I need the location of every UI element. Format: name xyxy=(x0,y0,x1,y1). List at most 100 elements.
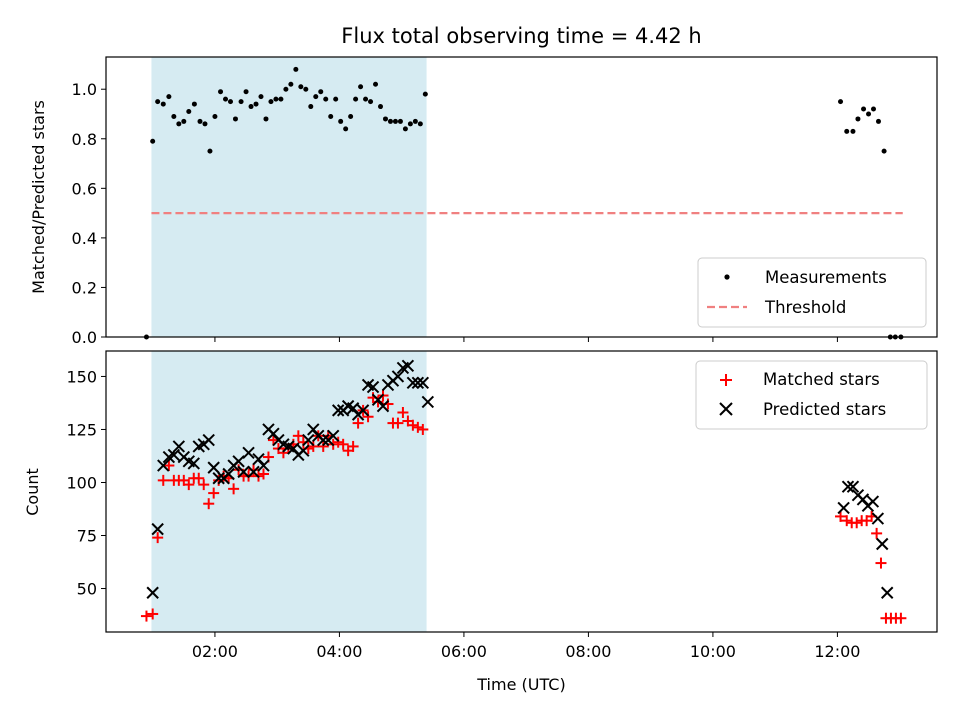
measurement-point xyxy=(176,121,182,127)
measurement-point xyxy=(861,106,867,112)
measurement-point xyxy=(278,96,284,102)
predicted-star-point xyxy=(401,359,415,373)
predicted-star-stroke-b xyxy=(331,404,345,417)
predicted-star-stroke-b xyxy=(282,440,295,453)
measurement-point xyxy=(186,109,192,115)
matched-star-point xyxy=(392,417,404,429)
predicted-star-stroke-b xyxy=(856,493,870,506)
matched-star-point xyxy=(193,472,205,484)
measurement-point xyxy=(402,126,408,132)
top-y-tick-label: 0.8 xyxy=(72,130,97,149)
predicted-star-stroke-b xyxy=(846,480,860,493)
matched-star-point xyxy=(228,483,240,495)
measurement-point xyxy=(253,101,259,107)
matched-star-point xyxy=(147,608,159,620)
measurement-point xyxy=(218,89,224,95)
predicted-star-point xyxy=(257,459,270,472)
measurement-point xyxy=(881,148,887,154)
measurement-point xyxy=(373,81,379,87)
measurement-point xyxy=(343,126,349,132)
predicted-star-point xyxy=(317,433,330,447)
predicted-star-stroke-b xyxy=(212,472,225,485)
predicted-star-stroke-b xyxy=(876,537,889,551)
measurement-point xyxy=(160,101,166,107)
bottom-legend: Matched stars Predicted stars xyxy=(695,360,928,430)
predicted-star-stroke-b xyxy=(222,467,235,481)
predicted-star-stroke-b xyxy=(837,501,850,515)
predicted-star-stroke-b xyxy=(421,395,435,409)
predicted-star-point xyxy=(376,399,390,413)
predicted-star-stroke-b xyxy=(866,495,880,508)
measurement-point xyxy=(238,99,244,105)
predicted-star-stroke-b xyxy=(302,433,315,447)
top-axes: 0.0 0.2 0.4 0.6 0.8 1.0 Matched/Predicted sta… xyxy=(29,56,938,347)
predicted-star-point xyxy=(242,446,255,460)
top-y-tick-label: 0.2 xyxy=(72,278,97,297)
legend-measurements-label: Measurements xyxy=(765,268,887,287)
top-legend-box xyxy=(697,257,927,328)
predicted-star-stroke-b xyxy=(356,404,370,417)
legend-matched-label: Matched stars xyxy=(763,370,880,389)
predicted-star-point xyxy=(237,465,250,479)
matched-star-point xyxy=(875,557,887,569)
matched-star-point xyxy=(352,417,364,429)
predicted-star-point xyxy=(326,429,340,443)
x-tick-label: 08:00 xyxy=(565,642,611,661)
predicted-star-stroke-b xyxy=(287,442,300,455)
measurement-point xyxy=(871,106,877,112)
measurement-point xyxy=(417,121,423,127)
predicted-star-point xyxy=(837,501,850,515)
predicted-star-stroke-b xyxy=(187,457,200,470)
matched-star-point xyxy=(362,411,374,423)
predicted-star-point xyxy=(356,404,370,417)
predicted-star-point xyxy=(187,457,200,470)
matched-star-point xyxy=(397,407,409,419)
measurement-point xyxy=(353,96,359,102)
matched-star-point xyxy=(140,610,152,622)
matched-star-point xyxy=(257,468,269,480)
predicted-star-point xyxy=(232,455,245,468)
top-y-tick-label: 0.6 xyxy=(72,179,97,198)
measurement-point xyxy=(181,118,187,124)
measurement-point xyxy=(202,121,208,127)
predicted-star-stroke-b xyxy=(361,378,375,392)
predicted-star-point xyxy=(880,586,894,599)
predicted-star-point xyxy=(416,376,430,390)
measurement-point xyxy=(298,84,304,90)
predicted-star-stroke-b xyxy=(841,480,855,493)
matched-star-point xyxy=(203,498,215,510)
matched-star-point xyxy=(841,515,853,527)
top-y-tick-label: 1.0 xyxy=(72,80,97,99)
predicted-star-point xyxy=(207,461,220,474)
matched-star-point xyxy=(347,440,359,452)
predicted-star-point xyxy=(146,586,159,599)
measurement-point xyxy=(197,118,203,124)
measurement-point xyxy=(323,96,329,102)
bottom-y-tick-label: 125 xyxy=(66,420,97,439)
legend-threshold-label: Threshold xyxy=(764,298,846,317)
legend-matched-marker xyxy=(720,374,732,386)
measurement-point xyxy=(407,121,413,127)
measurement-point xyxy=(248,104,254,110)
predicted-star-stroke-b xyxy=(366,380,380,394)
bottom-observing-window xyxy=(151,351,427,632)
measurement-point xyxy=(866,111,872,117)
predicted-star-point xyxy=(167,448,181,462)
measurement-point xyxy=(171,113,177,119)
bottom-legend-box xyxy=(695,360,928,430)
measurement-point xyxy=(338,118,344,124)
measurement-point xyxy=(263,116,269,122)
predicted-star-stroke-b xyxy=(151,522,164,536)
predicted-star-stroke-b xyxy=(401,359,415,373)
measurement-point xyxy=(397,118,403,124)
measurement-point xyxy=(855,116,861,122)
matched-star-point xyxy=(208,487,220,499)
matched-star-point xyxy=(198,479,210,491)
measurement-point xyxy=(303,86,309,92)
measurement-point xyxy=(363,96,369,102)
measurement-point xyxy=(850,128,856,134)
predicted-star-point xyxy=(172,440,186,453)
x-tick-label: 06:00 xyxy=(441,642,487,661)
predicted-star-stroke-b xyxy=(237,465,250,479)
